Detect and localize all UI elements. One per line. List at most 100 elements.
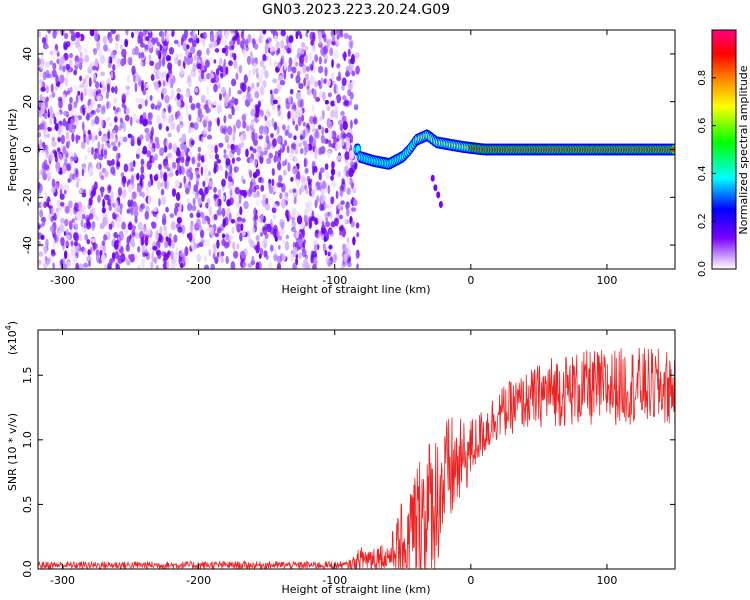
noise-blob [255, 67, 259, 75]
spectrogram-y-axis: -40 -20 0 20 40 [21, 47, 675, 254]
noise-blob [283, 70, 287, 80]
noise-blob [266, 157, 272, 164]
noise-blob [256, 82, 260, 88]
noise-blob [262, 194, 267, 200]
noise-blob [320, 30, 325, 36]
noise-blob [45, 144, 49, 155]
y-tick-label: 1.0 [21, 431, 34, 449]
noise-blob [311, 45, 315, 52]
noise-blob [295, 178, 300, 187]
noise-blob [239, 206, 243, 216]
noise-blob [131, 65, 136, 76]
noise-blob [216, 104, 222, 114]
noise-blob [223, 115, 227, 124]
noise-blob [155, 264, 159, 269]
noise-blob [59, 201, 65, 207]
noise-blob [39, 138, 43, 149]
noise-blob [276, 125, 280, 135]
noise-blob [121, 48, 127, 58]
noise-blob [113, 231, 118, 239]
noise-blob [190, 139, 195, 146]
noise-blob [318, 147, 322, 156]
noise-blob [304, 54, 308, 64]
noise-blob [181, 252, 186, 263]
noise-blob [43, 201, 47, 209]
noise-blob [300, 98, 304, 109]
noise-blob [152, 245, 158, 251]
noise-blob [225, 255, 229, 265]
noise-blob [170, 89, 175, 97]
noise-blob [71, 31, 76, 42]
noise-blob [208, 150, 214, 160]
noise-blob [223, 58, 227, 66]
noise-blob [254, 158, 258, 165]
noise-blob [221, 178, 226, 187]
noise-blob [70, 240, 74, 247]
noise-blob [170, 122, 176, 130]
noise-blob [189, 46, 196, 55]
colorbar-tick-label: 0.6 [697, 118, 708, 134]
noise-blob [356, 263, 359, 269]
noise-blob [179, 262, 184, 269]
noise-blob [262, 227, 268, 236]
noise-blob [52, 91, 56, 98]
noise-blob [186, 111, 190, 118]
noise-blob [345, 72, 351, 77]
noise-blob [131, 225, 136, 231]
noise-blob [319, 91, 324, 98]
noise-blob [325, 256, 330, 264]
noise-blob [271, 207, 277, 214]
noise-blob [160, 188, 165, 196]
noise-blob [100, 175, 105, 181]
noise-blob [92, 109, 97, 116]
noise-blob [273, 35, 278, 42]
noise-blob [51, 69, 57, 78]
noise-blob [133, 210, 139, 218]
noise-blob [307, 200, 313, 208]
noise-blob [137, 246, 141, 253]
noise-blob [327, 150, 332, 158]
noise-blob [307, 263, 311, 269]
noise-blob [184, 187, 190, 195]
noise-blob [64, 158, 68, 167]
noise-blob [108, 223, 113, 230]
noise-blob [252, 148, 257, 154]
noise-blob [282, 160, 286, 167]
noise-blob [242, 120, 247, 129]
spectrogram-data [38, 30, 675, 269]
noise-blob [74, 40, 80, 48]
noise-blob [329, 47, 333, 56]
noise-blob [298, 252, 303, 260]
noise-blob [321, 181, 327, 191]
noise-blob [145, 132, 150, 142]
noise-blob [55, 207, 60, 213]
noise-blob [114, 116, 118, 123]
noise-blob [167, 250, 171, 256]
noise-blob [299, 55, 305, 64]
noise-blob [224, 170, 228, 180]
noise-blob [330, 168, 336, 176]
noise-blob [296, 215, 303, 225]
noise-blob [242, 49, 247, 57]
noise-blob [176, 93, 181, 100]
noise-blob [75, 31, 81, 39]
noise-blob [225, 233, 230, 240]
noise-blob [279, 39, 285, 48]
x-tick-label: 0 [467, 274, 474, 287]
noise-blob [302, 228, 305, 238]
noise-blob [236, 166, 240, 172]
noise-blob [328, 229, 334, 235]
noise-blob [77, 90, 80, 96]
noise-blob [87, 88, 93, 98]
noise-blob [276, 181, 282, 188]
noise-blob [282, 124, 286, 131]
noise-blob [346, 140, 351, 150]
noise-blob [174, 179, 180, 189]
noise-blob [130, 116, 133, 127]
noise-blob [52, 62, 57, 70]
noise-blob [202, 180, 206, 188]
noise-blob [286, 145, 290, 154]
noise-blob [84, 154, 88, 161]
noise-blob [252, 62, 258, 69]
noise-blob [100, 107, 106, 115]
